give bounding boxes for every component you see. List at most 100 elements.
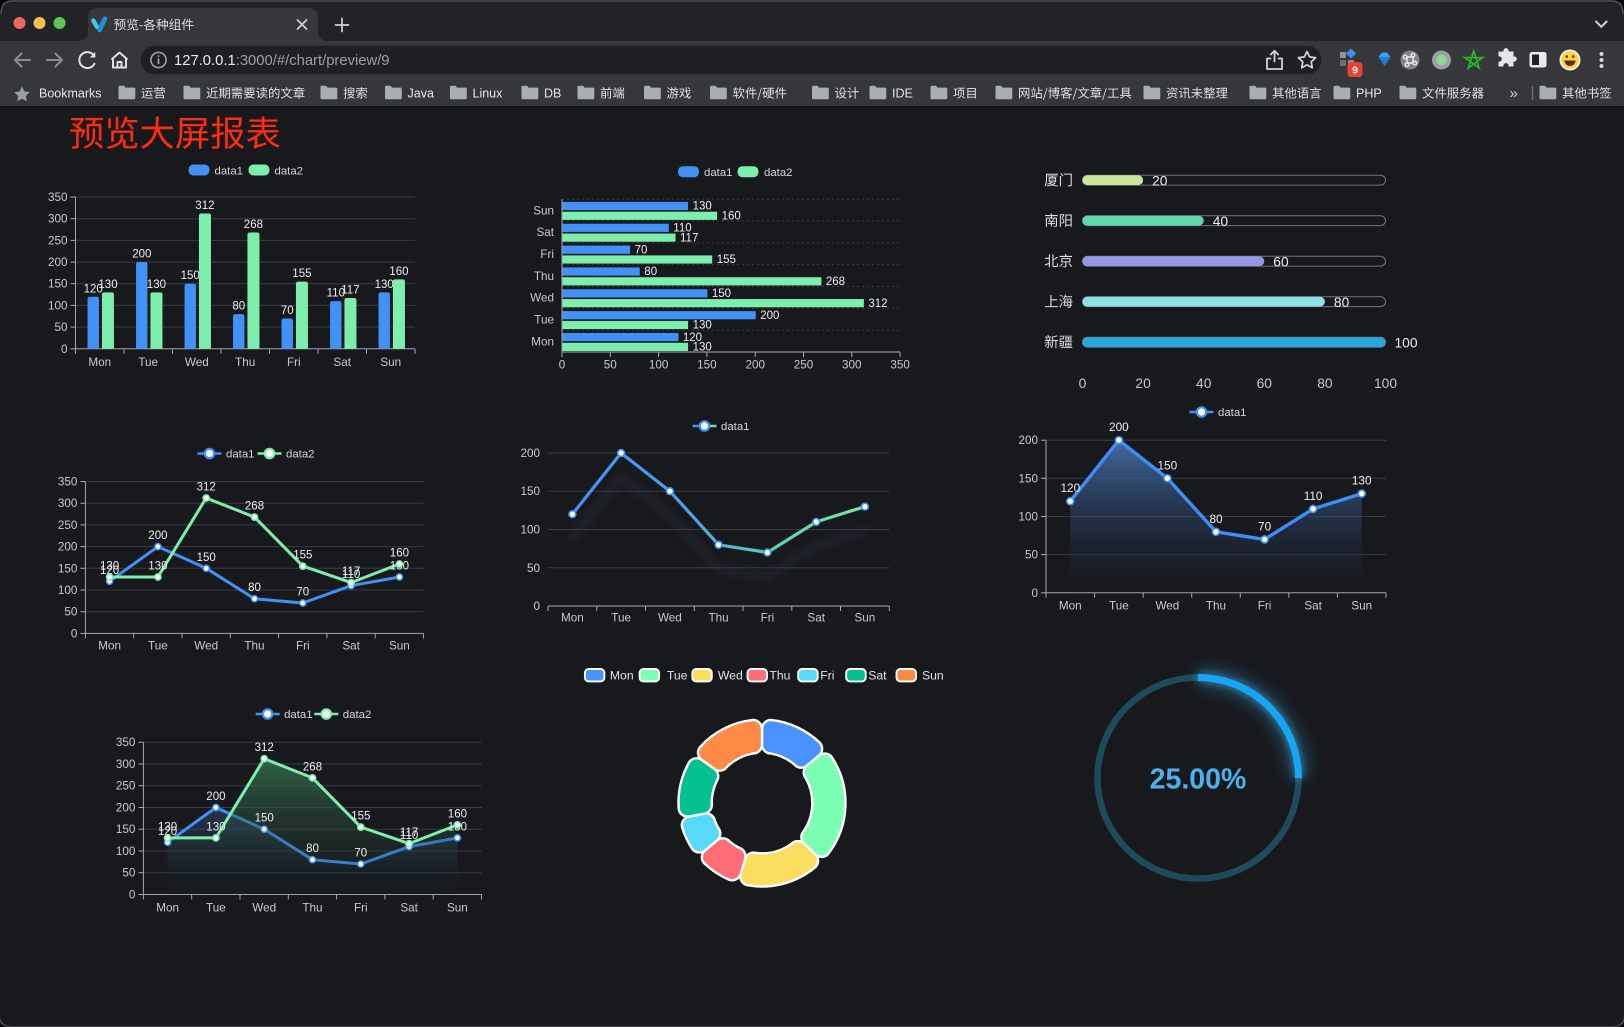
svg-text:Sun: Sun (855, 612, 876, 625)
svg-text:160: 160 (390, 548, 409, 560)
svg-text:Sun: Sun (447, 902, 468, 915)
svg-text:117: 117 (342, 566, 360, 578)
svg-text:117: 117 (341, 285, 359, 297)
svg-text:155: 155 (351, 811, 370, 823)
svg-text:Fri: Fri (296, 640, 310, 653)
svg-text:100: 100 (1395, 335, 1418, 350)
svg-text:Wed: Wed (185, 356, 209, 369)
svg-text:200: 200 (1109, 420, 1129, 434)
svg-text:350: 350 (890, 359, 910, 372)
svg-text:268: 268 (244, 219, 263, 231)
svg-text:Sat: Sat (400, 902, 418, 915)
svg-text:80: 80 (1209, 512, 1223, 526)
svg-text:110: 110 (327, 288, 345, 300)
svg-text:Mon: Mon (156, 902, 179, 915)
svg-text:Tue: Tue (667, 669, 688, 683)
svg-text:100: 100 (1018, 511, 1038, 524)
svg-text:250: 250 (116, 780, 136, 793)
svg-text:data1: data1 (284, 709, 313, 721)
svg-text:250: 250 (58, 519, 78, 532)
svg-text:120: 120 (100, 565, 119, 577)
svg-text:Tue: Tue (138, 356, 158, 369)
svg-text:IDE: IDE (892, 87, 913, 101)
svg-text:Tue: Tue (534, 314, 554, 327)
svg-text:110: 110 (342, 569, 360, 581)
svg-text:Mon: Mon (561, 612, 584, 625)
svg-text:70: 70 (296, 587, 309, 599)
svg-text:Thu: Thu (244, 640, 264, 653)
svg-text:120: 120 (158, 826, 177, 838)
svg-text:50: 50 (527, 562, 541, 575)
svg-text:250: 250 (48, 234, 68, 247)
svg-text:250: 250 (794, 359, 814, 372)
svg-text:160: 160 (389, 266, 408, 278)
svg-text:268: 268 (245, 501, 264, 513)
svg-text:0: 0 (61, 343, 68, 356)
svg-text:130: 130 (693, 320, 712, 332)
svg-text:312: 312 (868, 298, 887, 310)
svg-text:Fri: Fri (1258, 600, 1272, 613)
svg-text:312: 312 (195, 200, 214, 212)
svg-text:150: 150 (1158, 458, 1178, 472)
svg-text:110: 110 (1304, 489, 1323, 503)
svg-text:0: 0 (129, 889, 136, 902)
svg-text:data1: data1 (1218, 407, 1247, 419)
svg-text:Wed: Wed (1155, 600, 1179, 613)
svg-text:Sat: Sat (868, 669, 887, 683)
svg-text:0: 0 (71, 627, 78, 640)
svg-text:Mon: Mon (88, 356, 111, 369)
svg-text:Sun: Sun (1351, 600, 1372, 613)
svg-text:PHP: PHP (1356, 87, 1382, 101)
svg-text:Java: Java (408, 87, 434, 101)
svg-text:80: 80 (1334, 295, 1350, 310)
svg-text:155: 155 (292, 268, 311, 280)
svg-text:100: 100 (520, 524, 540, 537)
svg-text:Fri: Fri (761, 612, 775, 625)
svg-text:0: 0 (1031, 587, 1038, 600)
svg-text:200: 200 (520, 447, 540, 460)
svg-text:Bookmarks: Bookmarks (39, 87, 102, 101)
svg-text:DB: DB (544, 87, 561, 101)
svg-text:150: 150 (255, 813, 274, 825)
svg-text:Wed: Wed (194, 640, 218, 653)
svg-text:Thu: Thu (235, 356, 255, 369)
svg-text:100: 100 (649, 359, 669, 372)
svg-text:130: 130 (693, 342, 712, 354)
svg-text:70: 70 (354, 848, 367, 860)
svg-text:Linux: Linux (473, 87, 504, 101)
svg-text:Wed: Wed (658, 612, 682, 625)
svg-text:Sat: Sat (807, 612, 825, 625)
svg-text:120: 120 (683, 332, 702, 344)
svg-text:70: 70 (281, 305, 294, 317)
svg-text:data1: data1 (704, 167, 733, 179)
svg-text:50: 50 (54, 321, 68, 334)
svg-text:160: 160 (722, 211, 741, 223)
svg-text:300: 300 (48, 213, 68, 226)
svg-text:Thu: Thu (709, 612, 729, 625)
svg-text:Thu: Thu (302, 902, 322, 915)
svg-text:150: 150 (520, 485, 540, 498)
svg-text:200: 200 (1018, 434, 1038, 447)
svg-text:130: 130 (693, 201, 712, 213)
svg-text:110: 110 (400, 830, 418, 842)
svg-text:50: 50 (1025, 549, 1039, 562)
svg-text:130: 130 (148, 561, 167, 573)
svg-text:50: 50 (604, 359, 618, 372)
svg-text:150: 150 (48, 278, 68, 291)
svg-text:117: 117 (400, 827, 418, 839)
svg-text:200: 200 (58, 541, 78, 554)
svg-text:Sat: Sat (342, 640, 360, 653)
svg-text:200: 200 (745, 359, 765, 372)
svg-text:120: 120 (1060, 481, 1080, 495)
svg-text:Tue: Tue (148, 640, 168, 653)
svg-text:200: 200 (206, 791, 225, 803)
svg-text:130: 130 (98, 279, 117, 291)
svg-text:150: 150 (197, 552, 216, 564)
svg-text:Mon: Mon (531, 335, 554, 348)
svg-text:Tue: Tue (1109, 600, 1129, 613)
svg-text:25.00%: 25.00% (1150, 764, 1247, 796)
svg-text:data1: data1 (226, 449, 255, 461)
svg-text:110: 110 (673, 223, 691, 235)
svg-text:Mon: Mon (98, 640, 121, 653)
svg-text:120: 120 (84, 283, 103, 295)
